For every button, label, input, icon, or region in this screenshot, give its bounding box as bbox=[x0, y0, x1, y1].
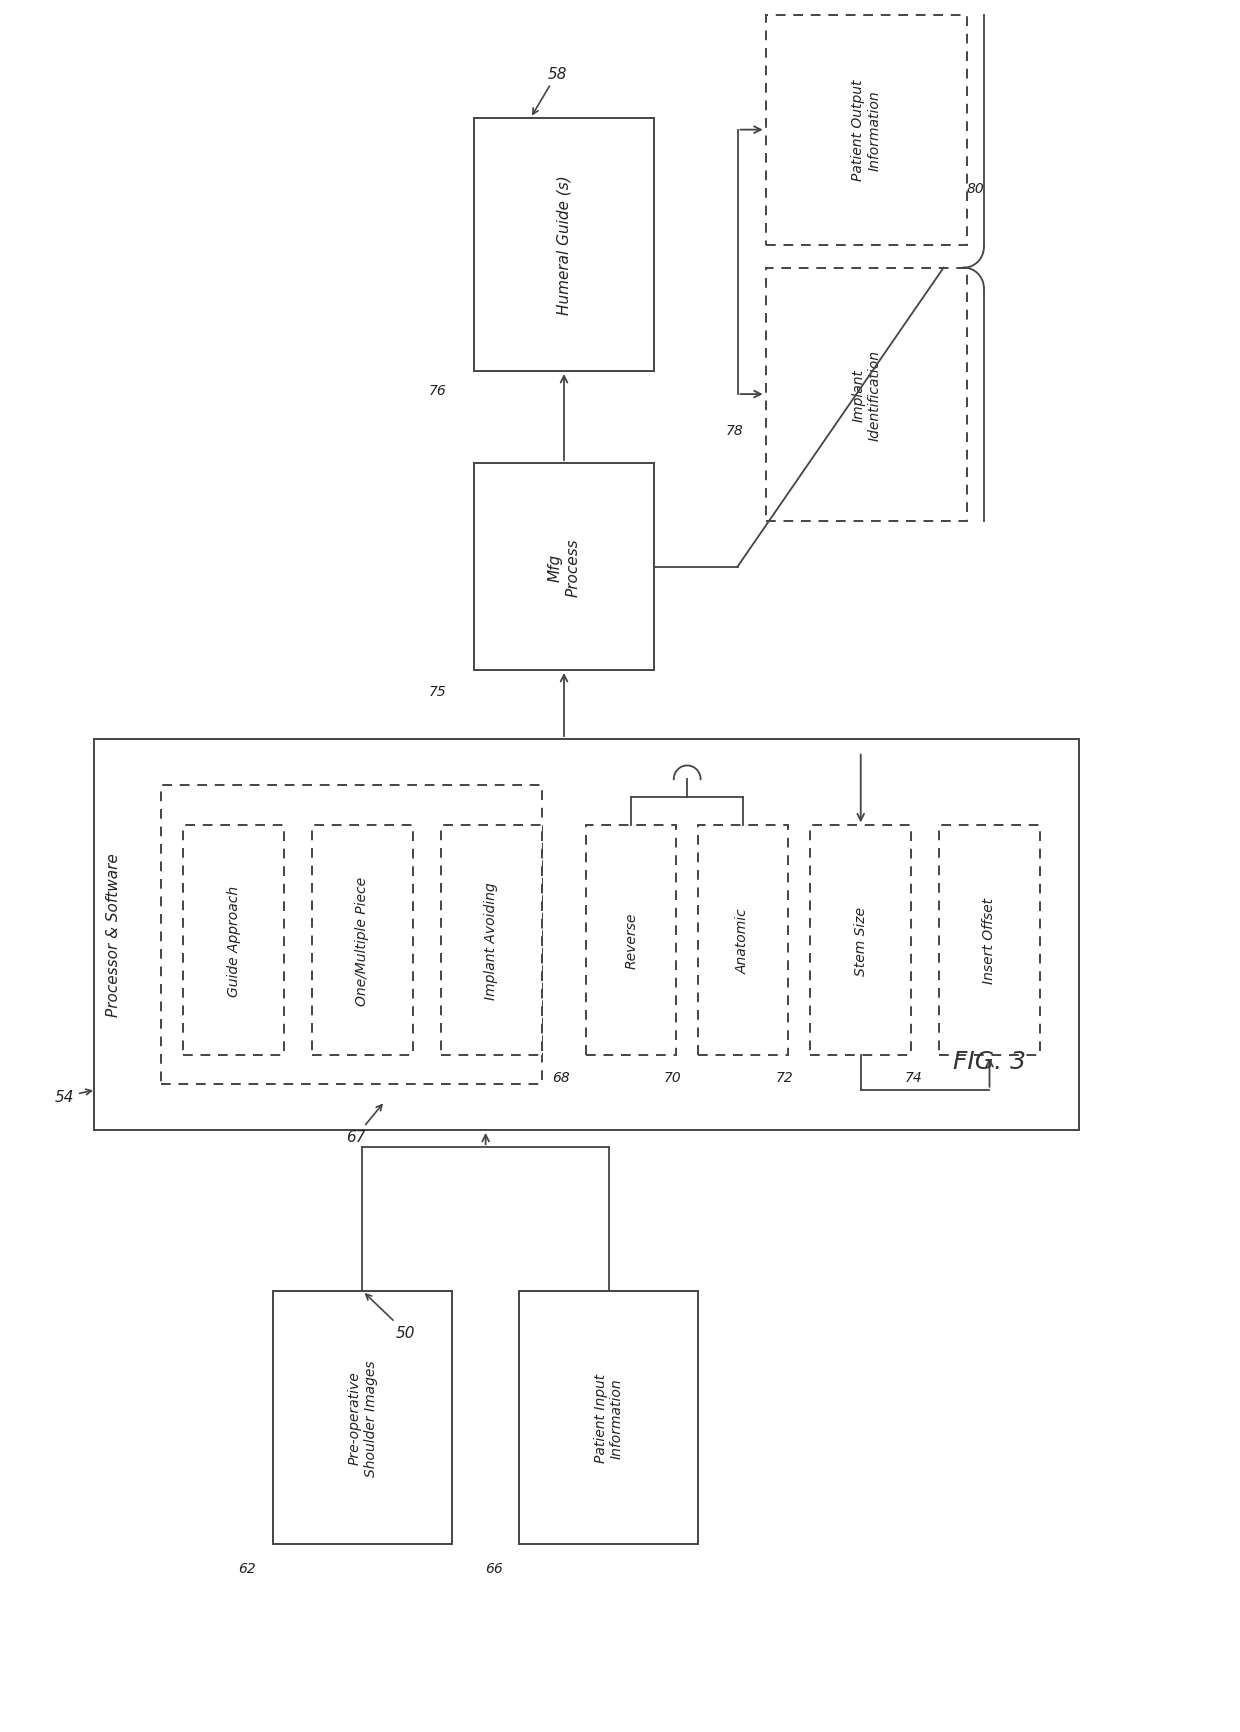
FancyBboxPatch shape bbox=[520, 1290, 698, 1543]
Text: 67: 67 bbox=[346, 1105, 382, 1145]
Text: 80: 80 bbox=[966, 182, 983, 196]
FancyBboxPatch shape bbox=[475, 120, 653, 372]
FancyBboxPatch shape bbox=[698, 826, 787, 1055]
FancyBboxPatch shape bbox=[587, 826, 676, 1055]
FancyBboxPatch shape bbox=[161, 786, 542, 1084]
FancyBboxPatch shape bbox=[273, 1290, 453, 1543]
Text: 76: 76 bbox=[429, 383, 446, 397]
Text: Implant
Identification: Implant Identification bbox=[851, 350, 882, 440]
Text: 58: 58 bbox=[533, 68, 567, 114]
FancyBboxPatch shape bbox=[765, 268, 967, 521]
Text: Guide Approach: Guide Approach bbox=[227, 885, 241, 996]
FancyBboxPatch shape bbox=[939, 826, 1040, 1055]
FancyBboxPatch shape bbox=[475, 464, 653, 670]
Text: Reverse: Reverse bbox=[624, 913, 639, 968]
Text: 66: 66 bbox=[485, 1561, 502, 1574]
Text: 74: 74 bbox=[904, 1070, 923, 1084]
FancyBboxPatch shape bbox=[312, 826, 413, 1055]
Text: 68: 68 bbox=[552, 1070, 569, 1084]
FancyBboxPatch shape bbox=[811, 826, 911, 1055]
Text: FIG. 3: FIG. 3 bbox=[954, 1050, 1025, 1074]
Text: 72: 72 bbox=[776, 1070, 794, 1084]
FancyBboxPatch shape bbox=[441, 826, 542, 1055]
Text: 50: 50 bbox=[366, 1294, 415, 1341]
Text: Implant Avoiding: Implant Avoiding bbox=[485, 882, 498, 999]
FancyBboxPatch shape bbox=[94, 740, 1079, 1131]
Text: Patient Output
Information: Patient Output Information bbox=[851, 80, 882, 182]
Text: Processor & Software: Processor & Software bbox=[107, 854, 122, 1017]
FancyBboxPatch shape bbox=[184, 826, 284, 1055]
Text: Mfg
Process: Mfg Process bbox=[548, 539, 580, 596]
Text: Insert Offset: Insert Offset bbox=[982, 897, 997, 984]
Text: Humeral Guide (s): Humeral Guide (s) bbox=[557, 175, 572, 315]
Text: One/Multiple Piece: One/Multiple Piece bbox=[356, 876, 370, 1005]
Text: 54: 54 bbox=[55, 1089, 92, 1105]
Text: Patient Input
Information: Patient Input Information bbox=[594, 1373, 624, 1462]
Text: Anatomic: Anatomic bbox=[737, 908, 750, 973]
Text: Pre-operative
Shoulder Images: Pre-operative Shoulder Images bbox=[347, 1360, 377, 1476]
Text: 70: 70 bbox=[663, 1070, 682, 1084]
Text: Stem Size: Stem Size bbox=[853, 906, 868, 975]
FancyBboxPatch shape bbox=[765, 16, 967, 246]
Text: 75: 75 bbox=[429, 684, 446, 698]
Text: 62: 62 bbox=[238, 1561, 257, 1574]
Text: 78: 78 bbox=[725, 424, 743, 438]
